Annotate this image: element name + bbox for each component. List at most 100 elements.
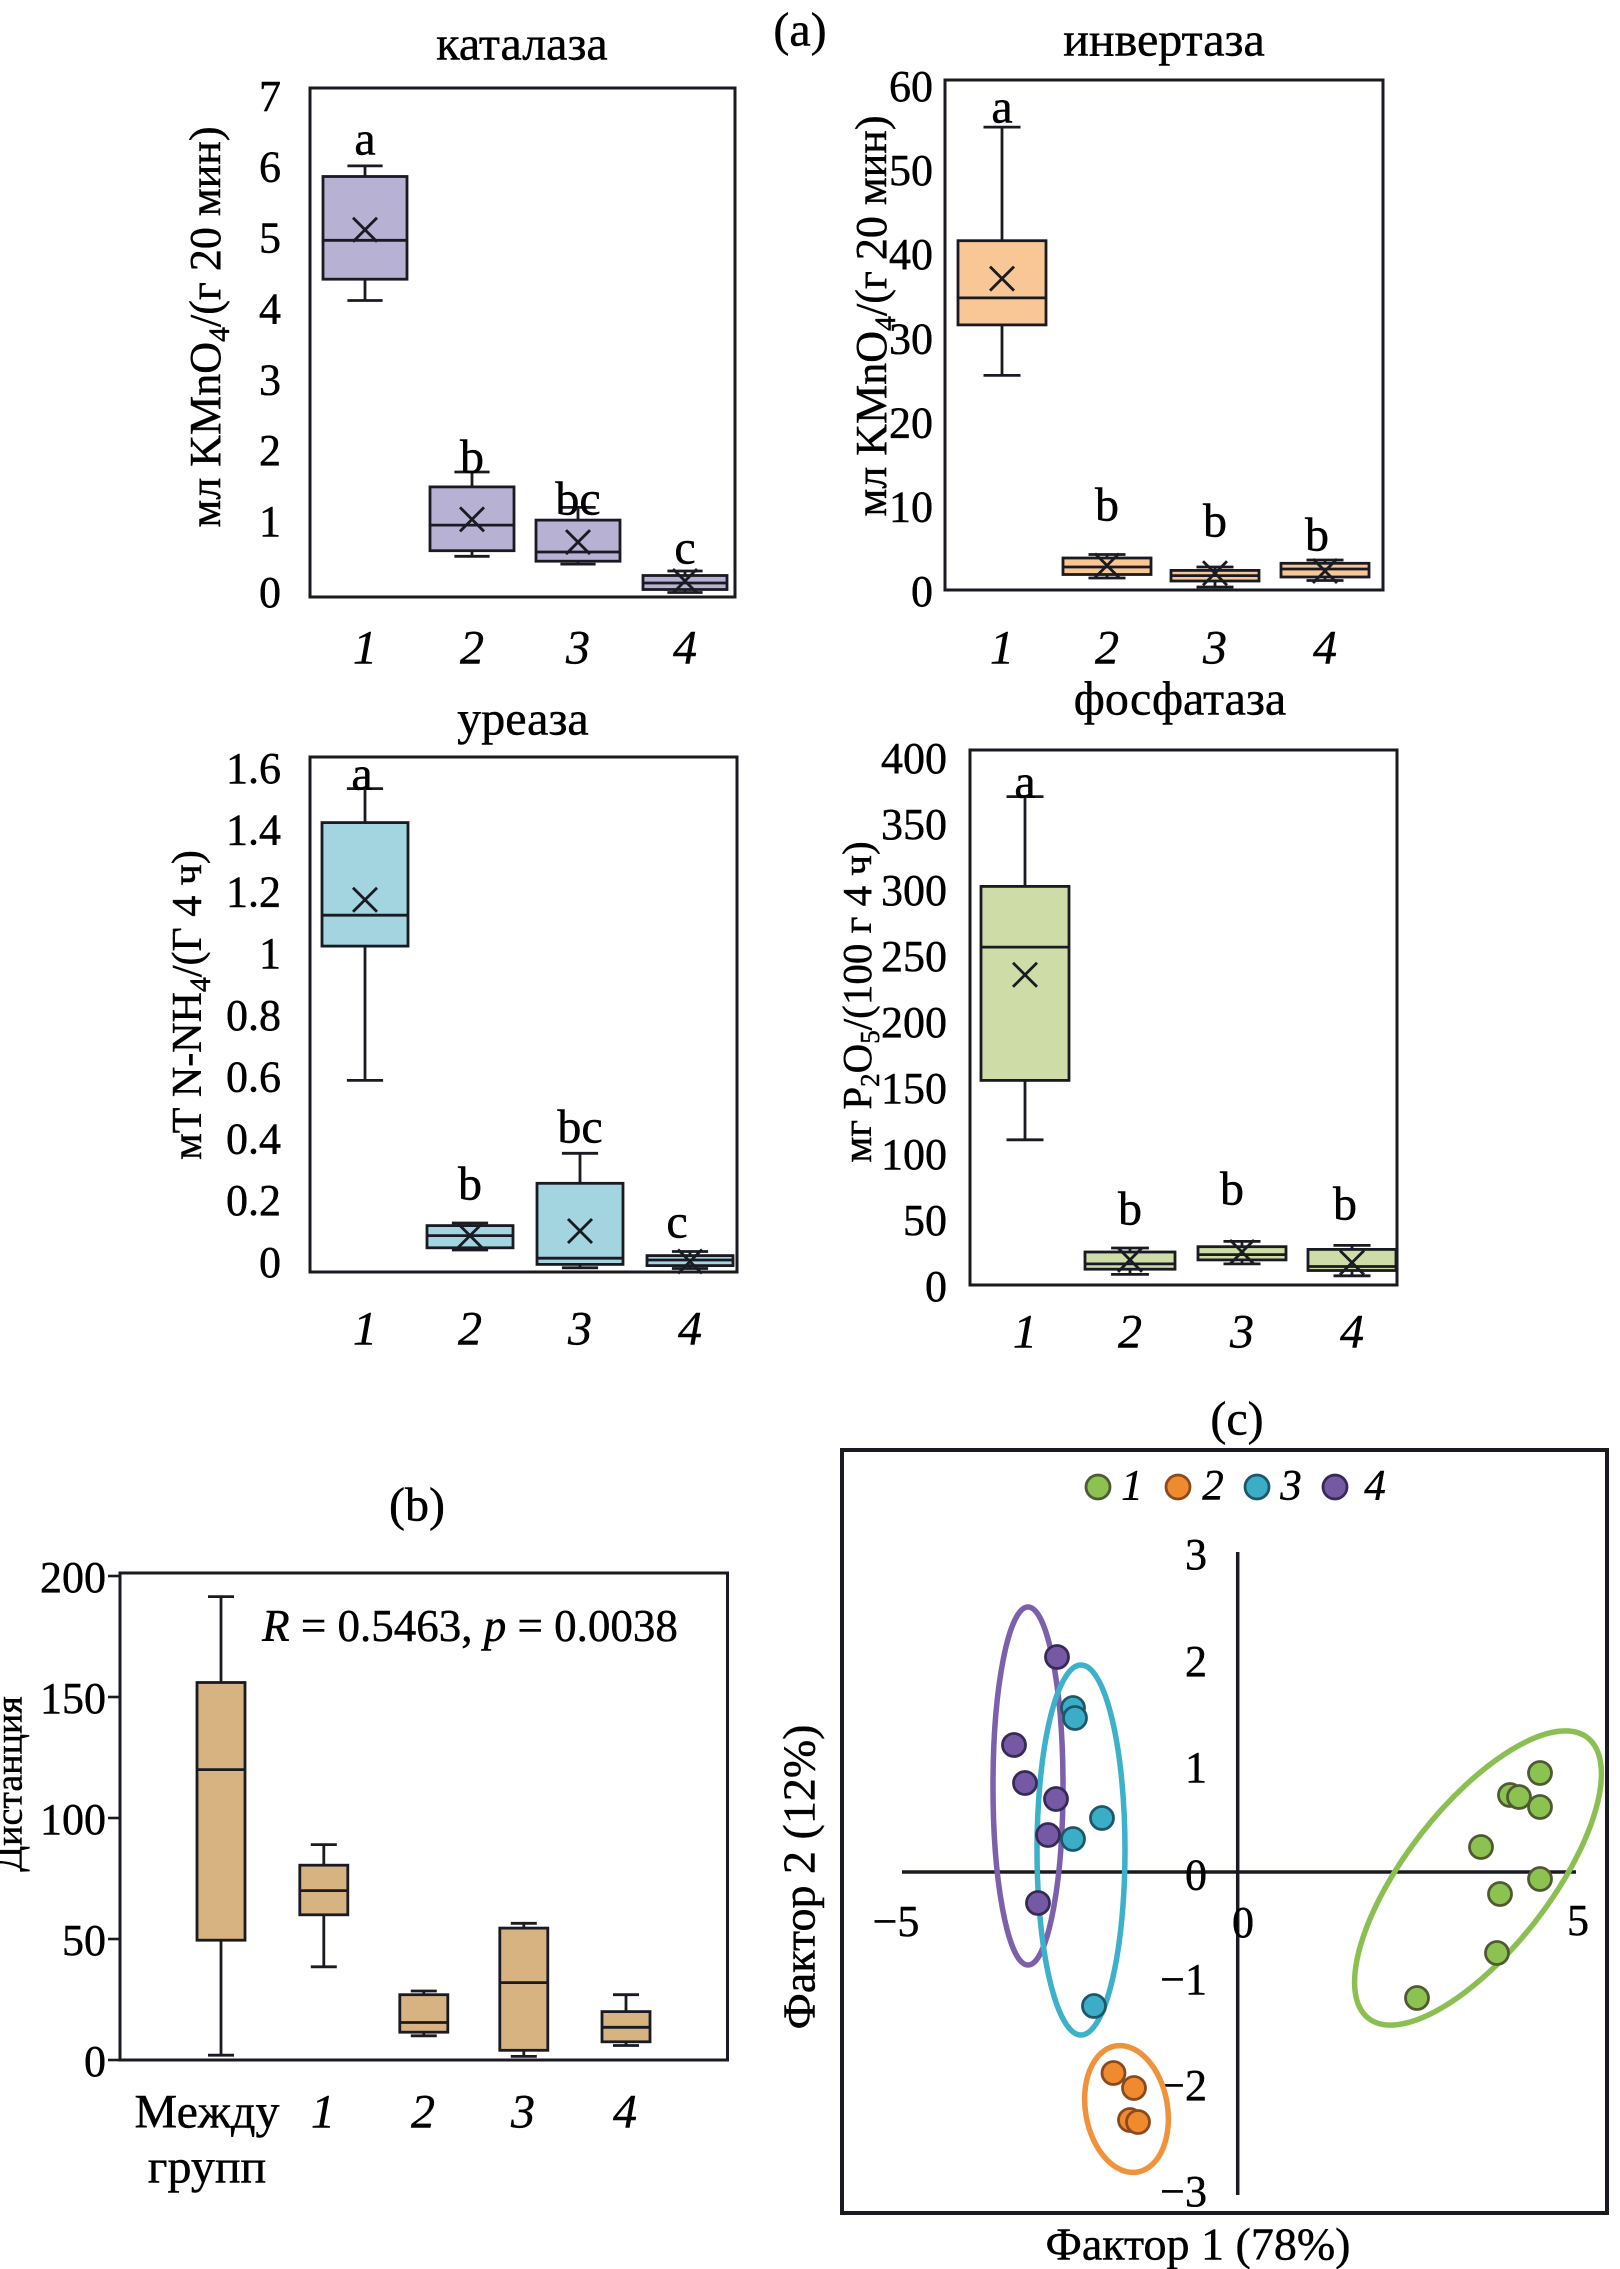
svg-text:c: c bbox=[666, 1195, 687, 1248]
svg-text:b: b bbox=[1333, 1177, 1357, 1230]
svg-text:2: 2 bbox=[1095, 621, 1119, 674]
svg-text:1: 1 bbox=[311, 2085, 335, 2138]
svg-text:150: 150 bbox=[881, 1064, 947, 1113]
svg-text:0: 0 bbox=[925, 1262, 947, 1311]
svg-text:4: 4 bbox=[678, 1302, 702, 1355]
svg-text:4: 4 bbox=[259, 284, 281, 333]
svg-text:50: 50 bbox=[903, 1196, 947, 1245]
svg-text:a: a bbox=[1014, 755, 1035, 808]
svg-text:50: 50 bbox=[889, 146, 933, 195]
svg-text:40: 40 bbox=[889, 230, 933, 279]
svg-text:7: 7 bbox=[259, 72, 281, 121]
svg-text:3: 3 bbox=[259, 355, 281, 404]
svg-text:1.2: 1.2 bbox=[226, 867, 281, 916]
svg-text:4: 4 bbox=[1340, 1305, 1364, 1358]
svg-text:Дистанция: Дистанция bbox=[0, 1696, 31, 1872]
svg-text:−5: −5 bbox=[873, 1897, 920, 1946]
svg-text:3: 3 bbox=[567, 1302, 592, 1355]
svg-text:60: 60 bbox=[889, 62, 933, 111]
svg-text:2: 2 bbox=[411, 2085, 435, 2138]
svg-text:(a): (a) bbox=[773, 3, 826, 56]
svg-text:3: 3 bbox=[565, 621, 590, 674]
svg-text:0.6: 0.6 bbox=[226, 1053, 281, 1102]
svg-text:0: 0 bbox=[84, 2037, 106, 2086]
svg-text:1: 1 bbox=[990, 621, 1014, 674]
svg-text:мл KMnO4/(г 20 мин): мл KMnO4/(г 20 мин) bbox=[847, 116, 902, 517]
svg-text:20: 20 bbox=[889, 399, 933, 448]
svg-text:1: 1 bbox=[259, 497, 281, 546]
svg-text:0: 0 bbox=[259, 568, 281, 617]
svg-text:(b): (b) bbox=[389, 1478, 445, 1531]
svg-text:a: a bbox=[351, 747, 372, 800]
svg-text:0: 0 bbox=[911, 567, 933, 616]
svg-text:Фактор 1 (78%): Фактор 1 (78%) bbox=[1046, 2219, 1351, 2269]
svg-text:50: 50 bbox=[62, 1916, 106, 1965]
svg-text:1: 1 bbox=[1121, 1462, 1143, 1509]
svg-text:0.2: 0.2 bbox=[226, 1176, 281, 1225]
svg-text:групп: групп bbox=[148, 2140, 266, 2193]
svg-text:3: 3 bbox=[1185, 1530, 1207, 1579]
svg-text:1.6: 1.6 bbox=[226, 744, 281, 793]
svg-text:bc: bc bbox=[555, 472, 600, 525]
svg-text:фосфатаза: фосфатаза bbox=[1074, 672, 1286, 725]
svg-text:30: 30 bbox=[889, 314, 933, 363]
svg-text:3: 3 bbox=[1202, 621, 1227, 674]
svg-text:2: 2 bbox=[259, 426, 281, 475]
svg-text:400: 400 bbox=[881, 734, 947, 783]
svg-text:6: 6 bbox=[259, 143, 281, 192]
svg-text:b: b bbox=[1118, 1182, 1142, 1235]
svg-text:2: 2 bbox=[1118, 1305, 1142, 1358]
svg-text:Между: Между bbox=[135, 2085, 280, 2138]
svg-text:2: 2 bbox=[458, 1302, 482, 1355]
svg-text:300: 300 bbox=[881, 866, 947, 915]
svg-text:0.4: 0.4 bbox=[226, 1114, 281, 1163]
svg-text:1: 1 bbox=[353, 621, 377, 674]
svg-text:4: 4 bbox=[1313, 621, 1337, 674]
svg-text:4: 4 bbox=[1364, 1462, 1386, 1509]
svg-text:R = 0.5463, p = 0.0038: R = 0.5463, p = 0.0038 bbox=[261, 1601, 678, 1651]
svg-text:мл KMnO4/(г 20 мин): мл KMnO4/(г 20 мин) bbox=[181, 127, 236, 528]
svg-text:2: 2 bbox=[1202, 1462, 1224, 1509]
svg-text:150: 150 bbox=[40, 1674, 106, 1723]
svg-text:мТ N-NH4/(Г 4 ч): мТ N-NH4/(Г 4 ч) bbox=[165, 850, 217, 1160]
svg-text:3: 3 bbox=[1279, 1462, 1302, 1509]
svg-text:4: 4 bbox=[613, 2085, 637, 2138]
svg-text:−1: −1 bbox=[1160, 1955, 1207, 2004]
svg-text:a: a bbox=[354, 112, 375, 165]
svg-text:b: b bbox=[458, 1157, 482, 1210]
svg-text:b: b bbox=[1203, 494, 1227, 547]
svg-text:каталаза: каталаза bbox=[436, 17, 607, 70]
svg-text:1: 1 bbox=[259, 929, 281, 978]
svg-text:2: 2 bbox=[1185, 1637, 1207, 1686]
svg-text:1: 1 bbox=[1013, 1305, 1037, 1358]
svg-text:3: 3 bbox=[1229, 1305, 1254, 1358]
svg-text:0: 0 bbox=[1232, 1898, 1254, 1947]
svg-text:b: b bbox=[1220, 1162, 1244, 1215]
svg-text:0: 0 bbox=[259, 1238, 281, 1287]
svg-text:инвертаза: инвертаза bbox=[1063, 13, 1265, 66]
svg-text:4: 4 bbox=[673, 621, 697, 674]
svg-text:100: 100 bbox=[881, 1130, 947, 1179]
svg-text:1: 1 bbox=[353, 1302, 377, 1355]
svg-text:200: 200 bbox=[40, 1553, 106, 1602]
svg-text:200: 200 bbox=[881, 998, 947, 1047]
svg-text:bc: bc bbox=[557, 1100, 602, 1153]
svg-text:−3: −3 bbox=[1160, 2167, 1207, 2216]
svg-text:Фактор 2 (12%): Фактор 2 (12%) bbox=[774, 1725, 825, 2030]
svg-text:уреаза: уреаза bbox=[457, 692, 588, 745]
svg-text:(c): (c) bbox=[1210, 1392, 1263, 1445]
svg-text:a: a bbox=[991, 80, 1012, 133]
svg-text:350: 350 bbox=[881, 800, 947, 849]
svg-text:2: 2 bbox=[460, 621, 484, 674]
svg-text:100: 100 bbox=[40, 1795, 106, 1844]
svg-text:5: 5 bbox=[259, 214, 281, 263]
svg-text:0.8: 0.8 bbox=[226, 991, 281, 1040]
svg-text:1.4: 1.4 bbox=[226, 806, 281, 855]
svg-text:10: 10 bbox=[889, 483, 933, 532]
svg-text:b: b bbox=[1095, 478, 1119, 531]
svg-text:250: 250 bbox=[881, 932, 947, 981]
svg-text:0: 0 bbox=[1185, 1850, 1207, 1899]
svg-text:мг P2O5/(100 г 4 ч): мг P2O5/(100 г 4 ч) bbox=[834, 841, 885, 1162]
svg-text:5: 5 bbox=[1567, 1896, 1589, 1945]
svg-text:c: c bbox=[674, 521, 695, 574]
